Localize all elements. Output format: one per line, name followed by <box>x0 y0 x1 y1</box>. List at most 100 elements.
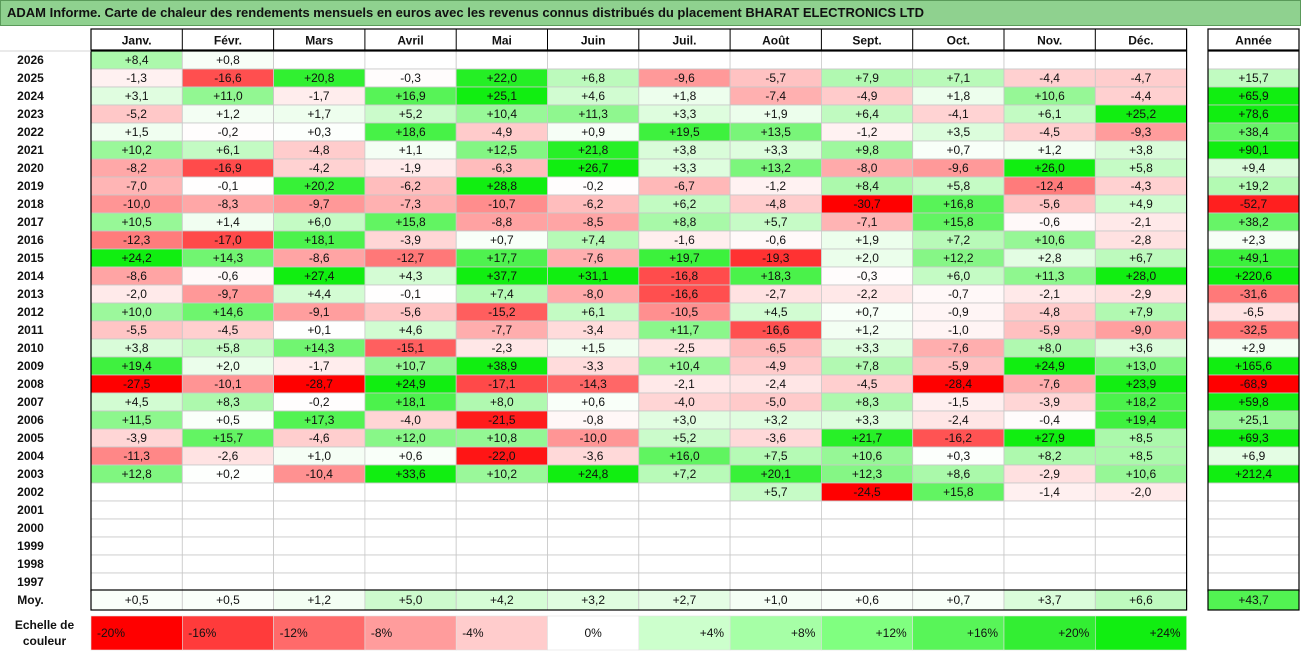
cell-value: -2,1 <box>674 377 695 391</box>
scale-step-label: -20% <box>97 626 125 640</box>
cell-value: -1,2 <box>765 179 786 193</box>
cell-value: +1,5 <box>125 125 149 139</box>
annual-value: +25,1 <box>1238 413 1269 427</box>
cell-value: +1,2 <box>1038 143 1062 157</box>
scale-swatch <box>547 615 640 651</box>
average-value: +3,7 <box>1038 593 1062 607</box>
year-label: 2004 <box>17 449 44 463</box>
heatmap-cell <box>90 572 183 592</box>
heatmap-cell <box>90 500 183 520</box>
scale-step-label: +8% <box>791 626 816 640</box>
cell-value: +27,4 <box>304 269 335 283</box>
heatmap-cell <box>547 500 640 520</box>
cell-value: -9,3 <box>1131 125 1152 139</box>
cell-value: +19,7 <box>669 251 700 265</box>
cell-value: +37,7 <box>487 269 518 283</box>
cell-value: +33,6 <box>395 467 426 481</box>
heatmap-cell <box>821 50 914 70</box>
heatmap-cell <box>1094 50 1188 70</box>
cell-value: +15,8 <box>943 485 974 499</box>
cell-value: -2,8 <box>1131 233 1152 247</box>
heatmap-cell <box>455 500 548 520</box>
scale-step-label: -4% <box>462 626 484 640</box>
cell-value: -8,6 <box>309 251 330 265</box>
cell-value: -4,0 <box>674 395 695 409</box>
annual-value: -32,5 <box>1240 323 1268 337</box>
chart-title: ADAM Informe. Carte de chaleur des rende… <box>0 0 1301 26</box>
cell-value: +1,9 <box>764 107 788 121</box>
cell-value: +1,9 <box>855 233 879 247</box>
cell-value: +18,2 <box>1126 395 1157 409</box>
cell-value: +3,0 <box>673 413 697 427</box>
heatmap-cell <box>181 482 275 502</box>
cell-value: +5,2 <box>673 431 697 445</box>
cell-value: +8,3 <box>216 395 240 409</box>
cell-value: -8,6 <box>126 269 147 283</box>
heatmap-cell <box>547 482 640 502</box>
cell-value: +0,3 <box>307 125 331 139</box>
cell-value: +15,8 <box>943 215 974 229</box>
heatmap-cell <box>729 554 822 574</box>
annual-value: +38,2 <box>1238 215 1269 229</box>
cell-value: -0,2 <box>309 395 330 409</box>
cell-value: +6,8 <box>581 71 605 85</box>
cell-value: -16,6 <box>214 71 242 85</box>
cell-value: +18,1 <box>395 395 426 409</box>
cell-value: +1,8 <box>946 89 970 103</box>
year-label: 2014 <box>17 269 44 283</box>
cell-value: +14,3 <box>304 341 335 355</box>
cell-value: +0,5 <box>216 413 240 427</box>
cell-value: +8,4 <box>125 53 149 67</box>
cell-value: +25,2 <box>1126 107 1157 121</box>
cell-value: +13,2 <box>761 161 792 175</box>
heatmap-cell <box>547 536 640 556</box>
cell-value: +6,7 <box>1129 251 1153 265</box>
annual-value: +78,6 <box>1238 107 1269 121</box>
average-value: +0,6 <box>855 593 879 607</box>
heatmap-cell <box>638 482 731 502</box>
annual-value: +49,1 <box>1238 251 1269 265</box>
average-value: +1,2 <box>307 593 331 607</box>
cell-value: -0,4 <box>1039 413 1060 427</box>
cell-value: -8,8 <box>492 215 513 229</box>
cell-value: -0,2 <box>218 125 239 139</box>
average-value: +4,2 <box>490 593 514 607</box>
cell-value: +3,3 <box>764 143 788 157</box>
cell-value: -0,8 <box>583 413 604 427</box>
cell-value: -22,0 <box>488 449 516 463</box>
month-header: Avril <box>397 34 423 48</box>
cell-value: +1,1 <box>399 143 423 157</box>
cell-value: +8,4 <box>855 179 879 193</box>
cell-value: +13,5 <box>761 125 792 139</box>
heatmap-cell <box>912 572 1005 592</box>
cell-value: +4,5 <box>125 395 149 409</box>
cell-value: +10,7 <box>395 359 426 373</box>
cell-value: +5,7 <box>764 215 788 229</box>
cell-value: -2,9 <box>1131 287 1152 301</box>
cell-value: +24,9 <box>1034 359 1065 373</box>
cell-value: +5,8 <box>946 179 970 193</box>
cell-value: -0,7 <box>948 287 969 301</box>
cell-value: +5,8 <box>1129 161 1153 175</box>
cell-value: +8,8 <box>673 215 697 229</box>
cell-value: +28,0 <box>1126 269 1157 283</box>
cell-value: +13,0 <box>1126 359 1157 373</box>
annual-value: +220,6 <box>1235 269 1272 283</box>
cell-value: +20,2 <box>304 179 335 193</box>
annual-value: -31,6 <box>1240 287 1268 301</box>
cell-value: +0,2 <box>216 467 240 481</box>
cell-value: +38,9 <box>487 359 518 373</box>
annual-value: -6,5 <box>1243 305 1264 319</box>
cell-value: -1,5 <box>948 395 969 409</box>
month-header: Déc. <box>1128 34 1153 48</box>
cell-value: -0,9 <box>948 305 969 319</box>
cell-value: -9,7 <box>218 287 239 301</box>
cell-value: +3,6 <box>1129 341 1153 355</box>
heatmap-cell <box>181 536 275 556</box>
cell-value: -9,6 <box>948 161 969 175</box>
cell-value: +12,8 <box>121 467 152 481</box>
cell-value: -7,6 <box>1039 377 1060 391</box>
annual-cell <box>1207 518 1300 538</box>
cell-value: +0,7 <box>490 233 514 247</box>
heatmap-cell <box>1094 518 1188 538</box>
